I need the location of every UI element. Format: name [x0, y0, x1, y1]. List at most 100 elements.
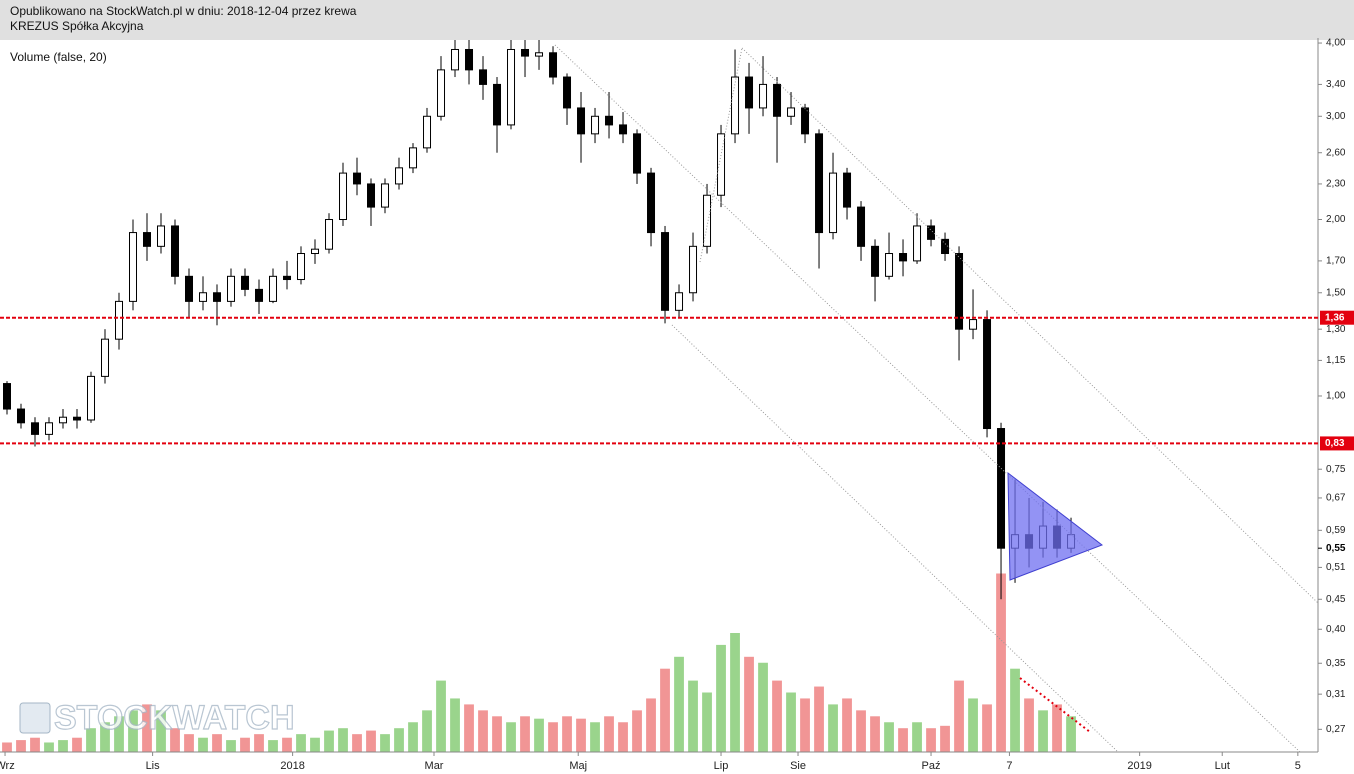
candle-body [787, 107, 796, 117]
header-bar [0, 0, 1354, 40]
volume-bar [128, 710, 138, 752]
candle-body [185, 275, 194, 302]
volume-bar [688, 680, 698, 752]
indicator-label: Volume (false, 20) [10, 50, 107, 64]
volume-bar [716, 644, 726, 752]
candle-body [199, 292, 208, 302]
y-tick-label: 1,15 [1326, 355, 1346, 366]
volume-bar [324, 730, 334, 752]
candle-body [731, 76, 740, 135]
volume-bar [114, 716, 124, 752]
last-price-label: 0,55 [1326, 543, 1346, 554]
trend-line [554, 44, 1301, 753]
candle-body [311, 248, 320, 255]
volume-bar [464, 704, 474, 752]
volume-bar [212, 734, 222, 752]
volume-bar [520, 716, 530, 752]
level-badge [1320, 436, 1354, 451]
watermark-text: STOCKWATCH [54, 699, 295, 737]
candle-body [591, 115, 600, 135]
volume-bar [758, 662, 768, 752]
x-tick-label: Lut [1215, 760, 1230, 772]
candle-body [3, 383, 12, 410]
candle-body [619, 124, 628, 135]
volume-bar [660, 668, 670, 752]
x-tick-label: 7 [1006, 760, 1012, 772]
y-tick-label: 2,00 [1326, 214, 1346, 225]
candle-body [171, 225, 180, 277]
level-badge [1320, 310, 1354, 325]
x-tick-label: Lis [146, 760, 161, 772]
y-tick-label: 1,70 [1326, 256, 1346, 267]
volume-bar [828, 704, 838, 752]
volume-bar [254, 734, 264, 752]
candle-body [955, 253, 964, 330]
y-tick-label: 0,51 [1326, 562, 1346, 573]
candle-body [255, 288, 264, 302]
candle-body [73, 416, 82, 421]
candle-body [339, 172, 348, 221]
volume-bar [786, 692, 796, 752]
candle-body [521, 48, 530, 57]
volume-bar [352, 734, 362, 752]
candle-body [87, 375, 96, 421]
y-tick-label: 0,40 [1326, 624, 1346, 635]
x-tick-label: Wrz [0, 760, 15, 772]
header-line: Opublikowano na StockWatch.pl w dniu: 20… [10, 4, 357, 18]
volume-bar [184, 734, 194, 752]
trend-line [741, 47, 1319, 604]
x-tick-label: 2019 [1127, 760, 1151, 772]
volume-bar [800, 698, 810, 752]
candle-body [815, 133, 824, 234]
candle-body [871, 245, 880, 277]
candle-body [423, 115, 432, 149]
candle-body [115, 300, 124, 340]
candle-body [829, 172, 838, 234]
candle-body [17, 408, 26, 424]
volume-bar [604, 716, 614, 752]
y-tick-label: 0,67 [1326, 493, 1346, 504]
candle-body [493, 83, 502, 126]
volume-bar [646, 698, 656, 752]
candle-body [913, 225, 922, 262]
volume-bar [296, 734, 306, 752]
volume-bar [744, 656, 754, 752]
volume-bar [590, 722, 600, 752]
volume-bar [926, 728, 936, 752]
plot-area [2, 39, 1076, 752]
volume-bar [730, 633, 740, 752]
candle-body [143, 232, 152, 247]
candle-body [535, 52, 544, 57]
volume-bar [618, 722, 628, 752]
x-tick-label: 2018 [280, 760, 304, 772]
y-tick-label: 0,35 [1326, 658, 1346, 669]
volume-bar [408, 722, 418, 752]
header-line: KREZUS Spółka Akcyjna [10, 19, 144, 33]
volume-bar [338, 728, 348, 752]
volume-bar [562, 716, 572, 752]
candle-body [45, 422, 54, 435]
volume-bar [912, 722, 922, 752]
candle-body [577, 107, 586, 135]
x-tick-label: Paź [922, 760, 941, 772]
candle-body [241, 275, 250, 290]
volume-bar [898, 728, 908, 752]
volume-bar [1052, 704, 1062, 752]
volume-bar [44, 742, 54, 752]
volume-bar [576, 718, 586, 752]
x-tick-label: Lip [714, 760, 729, 772]
volume-bar [940, 725, 950, 752]
volume-bar [198, 737, 208, 752]
candle-body [675, 292, 684, 311]
candle-body [857, 206, 866, 247]
candle-body [843, 172, 852, 208]
volume-bar [310, 737, 320, 752]
candle-body [325, 219, 334, 250]
candle-body [549, 52, 558, 78]
x-tick-label: Sie [790, 760, 806, 772]
candle-body [703, 194, 712, 247]
volume-bar [632, 710, 642, 752]
x-tick-label: 5 [1295, 760, 1301, 772]
candle-body [885, 253, 894, 277]
